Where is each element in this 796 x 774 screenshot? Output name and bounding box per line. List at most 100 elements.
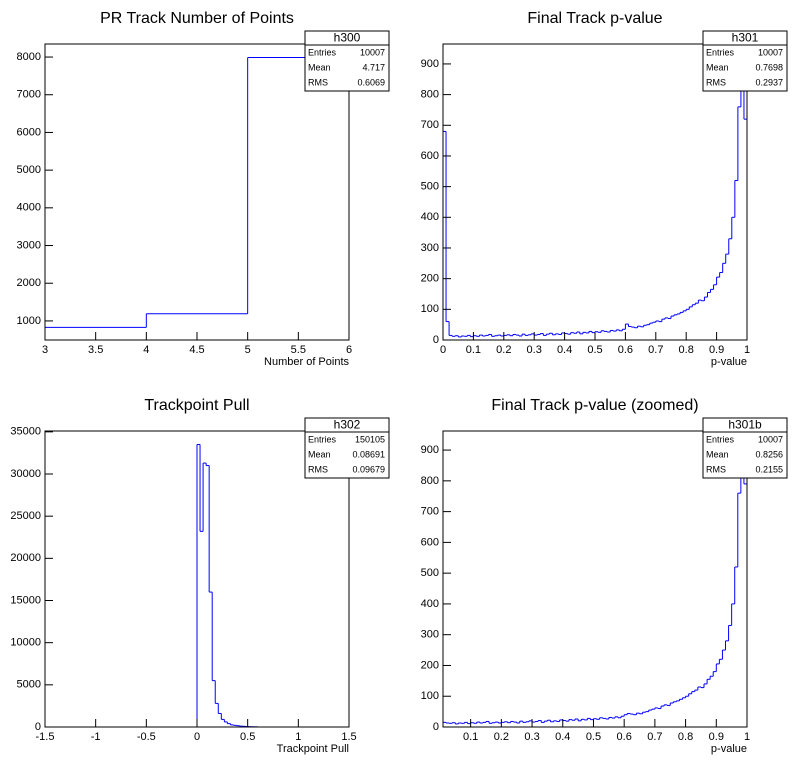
x-tick-label: 0.2 xyxy=(496,344,511,356)
y-tick-label: 7000 xyxy=(17,89,41,101)
y-tick-label: 3000 xyxy=(17,239,41,251)
stats-label: Entries xyxy=(706,434,735,444)
x-axis-label: p-value xyxy=(711,356,747,368)
stats-value: 0.08691 xyxy=(352,449,385,459)
x-tick-label: 6 xyxy=(346,344,352,356)
y-tick-label: 300 xyxy=(421,629,439,641)
histogram xyxy=(196,443,259,727)
x-tick-label: 0.6 xyxy=(618,344,633,356)
y-tick-label: 20000 xyxy=(10,552,41,564)
x-tick-label: 0.2 xyxy=(494,731,509,743)
histogram xyxy=(443,464,747,727)
x-tick-label: 1 xyxy=(744,344,750,356)
stats-name: h300 xyxy=(334,31,361,45)
x-axis-label: p-value xyxy=(711,743,747,755)
x-tick-label: 0.7 xyxy=(648,344,663,356)
y-tick-label: 6000 xyxy=(17,126,41,138)
x-tick-label: 0 xyxy=(194,731,200,743)
stats-box xyxy=(304,417,390,479)
x-tick-label: 0.7 xyxy=(647,731,662,743)
x-tick-label: -1.5 xyxy=(36,731,55,743)
y-tick-label: 700 xyxy=(421,506,439,518)
y-tick-label: 5000 xyxy=(17,679,41,691)
x-tick-label: 0.5 xyxy=(240,731,255,743)
y-tick-label: 500 xyxy=(421,567,439,579)
y-tick-label: 600 xyxy=(421,150,439,162)
x-tick-label: 0.4 xyxy=(555,731,570,743)
stats-label: Mean xyxy=(706,62,729,72)
stats-label: RMS xyxy=(308,77,328,87)
stats-box xyxy=(304,30,390,92)
stats-value: 0.7698 xyxy=(755,62,783,72)
x-tick-label: 0.8 xyxy=(678,731,693,743)
x-tick-label: -0.5 xyxy=(137,731,156,743)
y-tick-label: 300 xyxy=(421,242,439,254)
x-tick-label: 3.5 xyxy=(88,344,103,356)
stats-value: 0.09679 xyxy=(352,464,385,474)
stats-value: 0.2155 xyxy=(755,464,783,474)
y-tick-label: 700 xyxy=(421,119,439,131)
y-tick-label: 200 xyxy=(421,659,439,671)
y-tick-label: 100 xyxy=(421,690,439,702)
y-tick-label: 400 xyxy=(421,598,439,610)
stats-value: 0.2937 xyxy=(755,77,783,87)
y-tick-label: 30000 xyxy=(10,468,41,480)
stats-name: h302 xyxy=(334,418,361,432)
stats-box xyxy=(702,417,788,479)
x-tick-label: 0.3 xyxy=(527,344,542,356)
stats-value: 0.6069 xyxy=(357,77,385,87)
x-tick-label: 5 xyxy=(245,344,251,356)
x-tick-label: 0.6 xyxy=(617,731,632,743)
frame xyxy=(442,43,748,341)
x-tick-label: 1 xyxy=(744,731,750,743)
y-tick-label: 800 xyxy=(421,475,439,487)
pad: PR Track Number of Points 1000 2000 3000 400… xyxy=(17,10,390,368)
y-tick-label: 900 xyxy=(421,444,439,456)
y-tick-label: 100 xyxy=(421,303,439,315)
x-tick-label: 0.8 xyxy=(679,344,694,356)
stats-name: h301b xyxy=(728,418,762,432)
pad: Trackpoint Pull 0 5000 10000 15000 20000 25000… xyxy=(10,397,390,755)
x-tick-label: 0 xyxy=(440,344,446,356)
y-tick-label: 200 xyxy=(421,273,439,285)
x-tick-label: 4 xyxy=(143,344,149,356)
y-tick-label: 4000 xyxy=(17,202,41,214)
stats-label: RMS xyxy=(706,77,726,87)
stats-label: Mean xyxy=(308,62,331,72)
frame xyxy=(442,430,748,728)
y-tick-label: 0 xyxy=(433,721,439,733)
x-tick-label: 0.5 xyxy=(586,731,601,743)
stats-label: Entries xyxy=(308,434,337,444)
stats-label: RMS xyxy=(308,464,328,474)
histogram xyxy=(443,78,747,340)
stats-label: Entries xyxy=(308,47,337,57)
x-tick-label: 0.3 xyxy=(524,731,539,743)
y-tick-label: 600 xyxy=(421,536,439,548)
stats-label: Mean xyxy=(706,449,729,459)
y-tick-label: 15000 xyxy=(10,594,41,606)
x-tick-label: 0.9 xyxy=(709,344,724,356)
y-tick-label: 10000 xyxy=(10,637,41,649)
x-tick-label: 0.5 xyxy=(587,344,602,356)
stats-label: Entries xyxy=(706,47,735,57)
stats-value: 10007 xyxy=(360,47,385,57)
x-tick-label: -1 xyxy=(91,731,101,743)
stats-name: h301 xyxy=(732,31,759,45)
y-tick-label: 900 xyxy=(421,58,439,70)
stats-value: 10007 xyxy=(758,47,783,57)
stats-value: 10007 xyxy=(758,434,783,444)
x-tick-label: 1 xyxy=(295,731,301,743)
stats-label: RMS xyxy=(706,464,726,474)
y-tick-label: 8000 xyxy=(17,51,41,63)
pad: Final Track p-value (zoomed) 0 100 200 300 40… xyxy=(421,397,788,755)
x-tick-label: 5.5 xyxy=(291,344,306,356)
chart-title: PR Track Number of Points xyxy=(100,10,294,27)
x-tick-label: 0.1 xyxy=(466,344,481,356)
x-tick-label: 0.4 xyxy=(557,344,572,356)
chart-title: Final Track p-value (zoomed) xyxy=(491,397,698,414)
x-tick-label: 1.5 xyxy=(341,731,356,743)
x-axis-label: Trackpoint Pull xyxy=(277,743,349,755)
y-tick-label: 0 xyxy=(433,334,439,346)
x-axis-label: Number of Points xyxy=(264,356,349,368)
